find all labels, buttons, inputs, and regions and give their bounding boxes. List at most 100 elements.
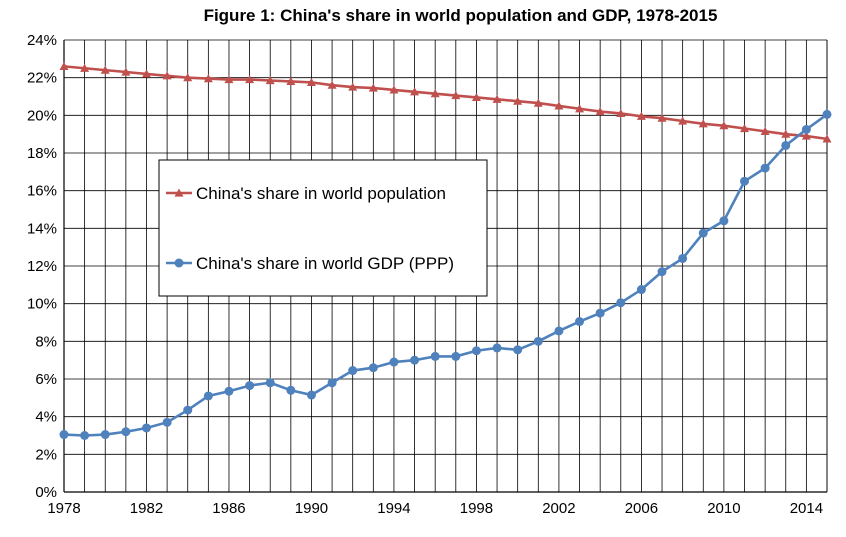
data-point (492, 94, 502, 103)
data-point (121, 427, 131, 437)
data-point (203, 391, 213, 401)
data-point (59, 430, 69, 440)
data-point (100, 65, 110, 74)
y-tick-label: 20% (27, 107, 57, 124)
data-point (100, 430, 110, 440)
data-point (203, 74, 213, 83)
data-point (430, 351, 440, 361)
data-point (513, 96, 523, 105)
data-point (801, 131, 811, 140)
y-tick-label: 22% (27, 70, 57, 87)
data-point (781, 140, 791, 150)
x-tick-label: 1998 (460, 500, 493, 517)
data-point (616, 108, 626, 118)
data-point (245, 381, 255, 391)
data-point (224, 386, 234, 396)
data-point (348, 82, 358, 91)
data-point (719, 216, 729, 226)
y-tick-label: 18% (27, 145, 57, 162)
data-point (451, 351, 461, 361)
chart-title: Figure 1: China's share in world populat… (203, 6, 718, 25)
data-point (554, 326, 564, 336)
x-tick-label: 1982 (130, 500, 163, 517)
legend-label: China's share in world population (196, 184, 446, 203)
data-point (245, 75, 255, 84)
axes: 0% 2% 4% 6% 8% 10% 12% 14% 16% 18% 20% 22% 24% 1978 19… (27, 32, 827, 517)
series-population (59, 61, 832, 143)
data-point (616, 298, 626, 308)
data-point (389, 85, 399, 94)
data-point (410, 355, 420, 365)
data-point (471, 92, 481, 102)
data-point (183, 405, 193, 415)
series-gdp (59, 109, 832, 440)
y-tick-label: 24% (27, 32, 57, 49)
y-tick-label: 6% (35, 371, 57, 388)
data-point (636, 111, 646, 120)
data-point (348, 366, 358, 376)
data-point (389, 357, 399, 367)
data-point (286, 385, 296, 395)
data-point (162, 417, 172, 427)
data-point (740, 124, 750, 133)
x-tick-label: 2002 (542, 500, 575, 517)
data-point (698, 119, 708, 128)
legend-box (158, 159, 488, 297)
x-tick-label: 1994 (377, 500, 410, 517)
data-point (327, 378, 337, 388)
data-point (740, 176, 750, 186)
data-point (657, 267, 667, 277)
data-point (80, 431, 90, 440)
y-tick-label: 4% (35, 409, 57, 426)
data-point (595, 308, 605, 318)
data-point (286, 76, 296, 86)
data-point (595, 107, 605, 116)
data-point (183, 73, 193, 82)
x-tick-label: 1986 (212, 500, 245, 517)
data-point (533, 98, 543, 107)
data-point (451, 91, 461, 100)
data-point (781, 129, 791, 138)
y-tick-label: 14% (27, 220, 57, 237)
data-point (760, 126, 770, 135)
series-layer (59, 61, 832, 440)
data-point (678, 116, 688, 125)
y-tick-label: 0% (35, 484, 57, 501)
data-point (822, 134, 832, 143)
data-point (492, 343, 502, 353)
x-tick-label: 2010 (707, 500, 740, 517)
data-point (554, 101, 564, 110)
data-point (657, 113, 667, 122)
data-point (80, 63, 90, 72)
data-point (162, 71, 172, 80)
series-line (63, 65, 828, 141)
data-point (533, 336, 543, 346)
data-point (760, 163, 770, 173)
data-point (471, 346, 481, 356)
data-point (575, 104, 585, 113)
data-point (141, 423, 151, 433)
data-point (822, 109, 832, 119)
data-point (265, 75, 275, 85)
data-point (636, 285, 646, 295)
data-point (59, 61, 69, 70)
x-tick-label: 1990 (295, 500, 328, 517)
data-point (368, 83, 378, 92)
x-tick-label: 1978 (47, 500, 80, 517)
data-point (719, 121, 729, 130)
legend-swatch-marker (174, 258, 184, 268)
data-point (575, 317, 585, 327)
data-point (801, 124, 811, 134)
data-point (430, 89, 440, 98)
data-point (141, 69, 151, 78)
x-tick-label: 2014 (790, 500, 823, 517)
y-tick-label: 8% (35, 333, 57, 350)
y-tick-label: 12% (27, 258, 57, 275)
data-point (121, 67, 131, 76)
legend-label: China's share in world GDP (PPP) (196, 254, 454, 273)
y-tick-label: 16% (27, 183, 57, 200)
data-point (306, 77, 316, 86)
data-point (368, 363, 378, 373)
y-tick-label: 10% (27, 296, 57, 313)
